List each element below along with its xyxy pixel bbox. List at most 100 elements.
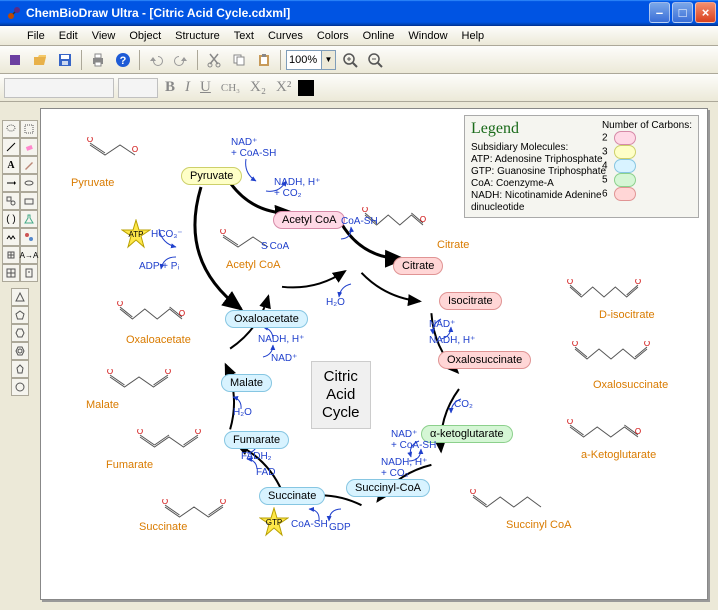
cofactor-fad: FAD — [256, 467, 275, 478]
marquee-tool[interactable] — [20, 120, 38, 138]
zoom-input[interactable] — [287, 51, 321, 69]
cut-button[interactable] — [203, 49, 225, 71]
arrow-tool[interactable] — [2, 174, 20, 192]
cofactor-coash2: CoA-SH — [291, 519, 328, 530]
print-button[interactable] — [87, 49, 109, 71]
menu-window[interactable]: Window — [401, 28, 454, 44]
menu-object[interactable]: Object — [122, 28, 168, 44]
node-fumarate[interactable]: Fumarate — [224, 431, 289, 449]
fontsize-select[interactable] — [118, 78, 158, 98]
structure: OO — [86, 137, 141, 163]
lasso-tool[interactable] — [2, 120, 20, 138]
menu-curves[interactable]: Curves — [261, 28, 310, 44]
menu-structure[interactable]: Structure — [168, 28, 227, 44]
tlc-tool[interactable] — [20, 264, 38, 282]
cofactor-hco3: HCO₃⁻ — [151, 229, 183, 240]
node-succinylcoa[interactable]: Succinyl-CoA — [346, 479, 430, 497]
menu-file[interactable]: File — [20, 28, 52, 44]
open-button[interactable] — [29, 49, 51, 71]
node-pyruvate[interactable]: Pyruvate — [181, 167, 242, 185]
node-succinate[interactable]: Succinate — [259, 487, 325, 505]
svg-text:O: O — [635, 279, 641, 286]
cofactor-adp_pi: ADP + Pᵢ — [139, 261, 179, 272]
hexagon-tool[interactable] — [11, 324, 29, 342]
ring-tool[interactable] — [11, 378, 29, 396]
new-button[interactable] — [4, 49, 26, 71]
cofactor-nad2: NAD⁺ — [271, 353, 297, 364]
orbital-tool[interactable] — [20, 174, 38, 192]
separator — [197, 50, 198, 70]
chemistry-tool[interactable] — [20, 210, 38, 228]
menu-help[interactable]: Help — [455, 28, 492, 44]
svg-text:O: O — [220, 229, 226, 236]
minimize-button[interactable]: – — [649, 2, 670, 23]
cofactor-nadh_h_co2_2: NADH, H⁺ + CO₂ — [381, 457, 427, 479]
menu-colors[interactable]: Colors — [310, 28, 356, 44]
zoom-out-button[interactable] — [364, 49, 386, 71]
gtp-star: GTP — [259, 507, 289, 537]
primitives-tool[interactable] — [20, 192, 38, 210]
bold-button[interactable]: B — [162, 79, 178, 96]
text-tool[interactable]: A — [2, 156, 20, 174]
save-button[interactable] — [54, 49, 76, 71]
paste-button[interactable] — [253, 49, 275, 71]
menu-online[interactable]: Online — [356, 28, 402, 44]
italic-button[interactable]: I — [182, 79, 193, 96]
pen-tool[interactable] — [20, 156, 38, 174]
structure: OO — [566, 279, 641, 313]
maximize-button[interactable]: □ — [672, 2, 693, 23]
cyclohexane-tool[interactable] — [11, 360, 29, 378]
node-acetylcoa[interactable]: Acetyl CoA — [273, 211, 345, 229]
color-swatch[interactable] — [298, 80, 314, 96]
structure: O — [469, 489, 544, 519]
bond-tool[interactable] — [2, 138, 20, 156]
query-tool[interactable] — [20, 228, 38, 246]
standard-toolbar: ? ▼ — [0, 46, 718, 74]
node-malate[interactable]: Malate — [221, 374, 272, 392]
svg-text:GTP: GTP — [266, 518, 282, 527]
atom-label-tool[interactable]: A→A — [20, 246, 38, 264]
zoom-in-button[interactable] — [339, 49, 361, 71]
shapes-tool[interactable] — [2, 192, 20, 210]
node-citrate[interactable]: Citrate — [393, 257, 443, 275]
svg-text:O: O — [572, 341, 578, 348]
chain-tool[interactable] — [2, 228, 20, 246]
zoom-combo[interactable]: ▼ — [286, 50, 336, 70]
undo-button[interactable] — [145, 49, 167, 71]
structure: OO — [136, 429, 201, 455]
node-oxaloacetate[interactable]: Oxaloacetate — [225, 310, 308, 328]
benzene-tool[interactable] — [11, 342, 29, 360]
menu-text[interactable]: Text — [227, 28, 261, 44]
node-isocitrate[interactable]: Isocitrate — [439, 292, 502, 310]
subscript-button[interactable]: X₂ — [247, 79, 269, 96]
triangle-tool[interactable] — [11, 288, 29, 306]
eraser-tool[interactable] — [20, 138, 38, 156]
pentagon-tool[interactable] — [11, 306, 29, 324]
format-toolbar: B I U CH₃ X₂ X² — [0, 74, 718, 102]
template-tool[interactable] — [2, 246, 20, 264]
font-select[interactable] — [4, 78, 114, 98]
separator — [139, 50, 140, 70]
mol-label-succinate_l: Succinate — [139, 521, 187, 533]
superscript-button[interactable]: X² — [273, 79, 294, 96]
mol-label-citrate_l: Citrate — [437, 239, 469, 251]
close-button[interactable]: × — [695, 2, 716, 23]
zoom-dropdown-icon[interactable]: ▼ — [321, 51, 335, 69]
svg-text:O: O — [567, 279, 573, 286]
node-oxalosuccinate[interactable]: Oxalosuccinate — [438, 351, 531, 369]
table-tool[interactable] — [2, 264, 20, 282]
underline-button[interactable]: U — [197, 79, 214, 96]
redo-button[interactable] — [170, 49, 192, 71]
mol-label-oxaloacetate_l: Oxaloacetate — [126, 334, 191, 346]
menu-view[interactable]: View — [85, 28, 123, 44]
menu-edit[interactable]: Edit — [52, 28, 85, 44]
help-button[interactable]: ? — [112, 49, 134, 71]
formula-button[interactable]: CH₃ — [218, 82, 243, 94]
separator — [81, 50, 82, 70]
brackets-tool[interactable]: ( ) — [2, 210, 20, 228]
document-canvas[interactable]: Legend Number of Carbons: 23456 Subsidia… — [40, 108, 708, 600]
svg-text:O: O — [179, 309, 185, 318]
doc-icon — [4, 29, 18, 43]
copy-button[interactable] — [228, 49, 250, 71]
mol-label-pyruvate_l: Pyruvate — [71, 177, 114, 189]
